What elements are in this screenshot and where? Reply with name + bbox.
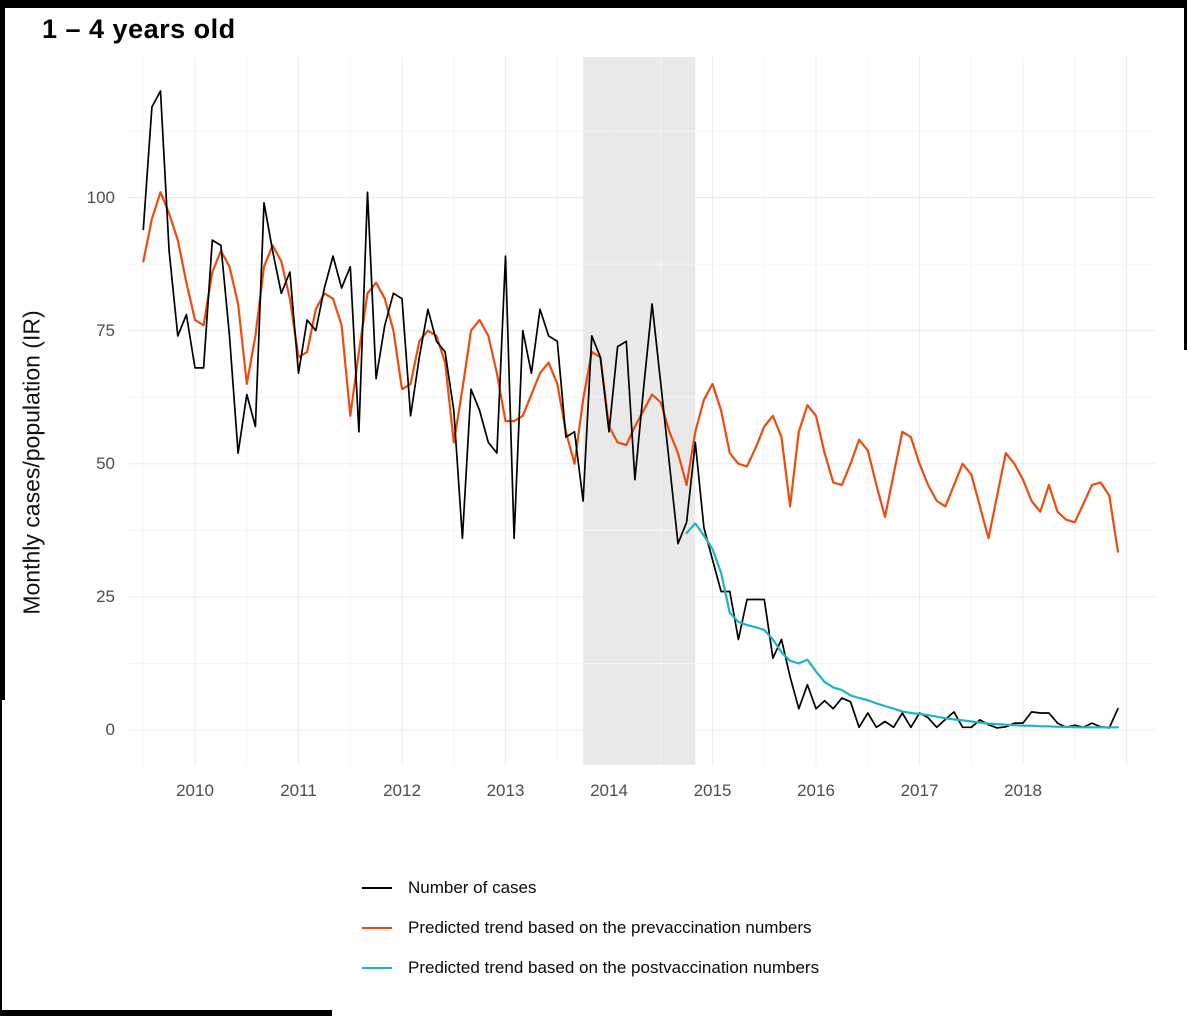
cases-line [142,90,1119,729]
x-tick-label: 2011 [280,781,317,800]
scan-border-left-thin [0,700,2,1016]
x-tick-label: 2013 [486,781,525,800]
chart-legend: Number of cases Predicted trend based on… [360,868,819,988]
chart-title: 1 – 4 years old [42,14,236,44]
scan-border-top [0,0,1187,8]
legend-label-postvaccination: Predicted trend based on the postvaccina… [408,958,820,977]
teal-line-icon [360,967,394,969]
y-tick-label: 0 [105,720,115,739]
y-axis-title: Monthly cases/population (IR) [18,310,45,615]
legend-item-cases: Number of cases [360,868,819,908]
x-tick-label: 2015 [693,781,732,800]
y-tick-label: 75 [96,320,115,340]
vaccination-period-band [583,57,696,765]
scan-border-left [0,0,5,700]
legend-label-cases: Number of cases [408,878,537,897]
x-tick-label: 2010 [176,781,214,800]
orange-line-icon [360,927,394,929]
prevaccination-trend-line [142,191,1120,553]
x-tick-label: 2017 [900,781,939,800]
black-line-icon [360,887,394,889]
x-tick-label: 2012 [383,781,421,800]
scan-border-right [1184,0,1187,350]
scan-border-bottom [0,1010,332,1016]
y-tick-label: 50 [96,453,115,473]
y-tick-label: 100 [86,187,115,207]
x-tick-label: 2018 [1004,781,1042,800]
postvaccination-trend-line [685,522,1120,729]
y-tick-label: 25 [96,586,115,606]
x-tick-label: 2014 [590,781,628,800]
legend-item-postvaccination: Predicted trend based on the postvaccina… [360,948,819,988]
legend-item-prevaccination: Predicted trend based on the prevaccinat… [360,908,819,948]
legend-label-prevaccination: Predicted trend based on the prevaccinat… [408,918,812,937]
x-tick-label: 2016 [797,781,835,800]
